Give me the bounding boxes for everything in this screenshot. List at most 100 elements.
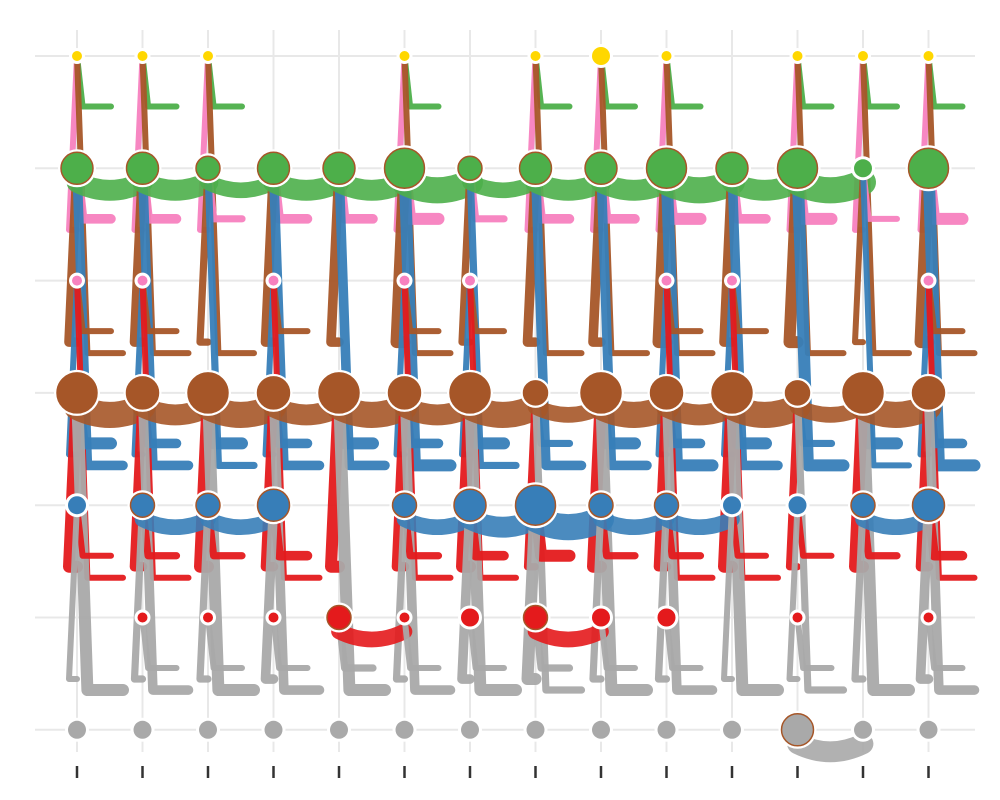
point-row5-x14 — [923, 275, 934, 286]
point-row7-x3 — [203, 51, 213, 61]
point-row2-x9 — [592, 608, 610, 627]
point-row4-x8 — [522, 380, 549, 406]
transition-link — [663, 614, 704, 672]
point-row3-x7 — [453, 488, 487, 522]
point-row2-x2 — [137, 612, 148, 623]
transition-link — [139, 614, 180, 672]
point-row6-x13 — [854, 159, 872, 178]
transition-link — [334, 163, 390, 471]
point-row4-x14 — [911, 376, 946, 410]
point-row4-x2 — [125, 376, 160, 410]
transition-link — [398, 162, 457, 472]
point-row3-x2 — [129, 492, 156, 518]
transition-link — [71, 386, 129, 697]
transition-link — [721, 502, 735, 683]
point-row4-x13 — [842, 372, 884, 414]
point-row4-x12 — [784, 380, 811, 406]
transition-link — [589, 501, 605, 683]
point-row3-x14 — [911, 488, 946, 522]
point-row6-x2 — [125, 151, 160, 186]
transition-link — [852, 165, 866, 346]
transition-link — [72, 163, 128, 471]
point-row4-x1 — [56, 372, 98, 414]
point-row6-x1 — [60, 151, 94, 186]
point-row5-x2 — [137, 275, 148, 286]
transition-link — [392, 501, 409, 683]
transition-link — [457, 500, 475, 684]
point-row1-x2 — [133, 720, 152, 739]
point-row1-x6 — [395, 720, 414, 739]
point-row4-x11 — [711, 372, 753, 414]
point-row3-x6 — [391, 492, 418, 518]
transition-link — [130, 501, 147, 683]
point-row2-x8 — [522, 604, 549, 631]
point-row6-x3 — [195, 155, 221, 182]
point-row1-x14 — [919, 720, 938, 739]
point-row4-x5 — [318, 372, 360, 414]
point-row1-x12 — [780, 713, 815, 747]
grid-lines — [35, 30, 975, 752]
transition-link — [205, 614, 245, 672]
point-row3-x9 — [588, 492, 614, 518]
transition-link — [727, 163, 783, 471]
row-band — [593, 511, 675, 535]
point-row5-x7 — [465, 275, 475, 286]
point-row1-x10 — [657, 720, 676, 739]
transition-link — [66, 502, 80, 683]
transition-link — [660, 162, 719, 472]
point-row2-x4 — [268, 612, 279, 623]
point-row1-x1 — [68, 720, 86, 739]
point-row3-x11 — [723, 496, 741, 515]
point-row1-x8 — [526, 720, 545, 739]
point-row2-x12 — [792, 612, 803, 623]
transition-link — [467, 614, 507, 672]
point-row7-x12 — [792, 51, 803, 61]
transition-link — [466, 164, 520, 470]
point-row2-x6 — [399, 612, 410, 623]
row-band — [527, 623, 609, 648]
point-row4-x6 — [387, 376, 422, 410]
transition-link — [851, 501, 867, 683]
point-row5-x6 — [399, 275, 410, 286]
point-row6-x9 — [584, 151, 618, 186]
transition-link — [794, 53, 835, 110]
transition-link — [915, 500, 934, 684]
transition-link — [598, 614, 638, 672]
point-row1-x3 — [199, 720, 217, 739]
transition-link — [268, 163, 325, 471]
point-row6-x10 — [645, 147, 688, 190]
point-row6-x12 — [776, 147, 819, 190]
point-row5-x4 — [268, 275, 279, 286]
point-row7-x10 — [661, 51, 672, 61]
point-row1-x7 — [461, 720, 479, 739]
point-row3-x13 — [850, 492, 876, 518]
point-row1-x11 — [723, 720, 741, 739]
transition-link — [270, 614, 311, 672]
transition-link — [260, 500, 279, 684]
point-row4-x9 — [580, 372, 622, 414]
x-axis-ticks — [75, 766, 930, 778]
point-row6-x11 — [715, 151, 749, 186]
point-row4-x3 — [187, 372, 229, 414]
transition-link — [860, 53, 900, 110]
point-row7-x8 — [530, 51, 541, 61]
transition-link — [925, 53, 966, 110]
transition-link — [726, 386, 784, 697]
point-row2-x3 — [203, 612, 213, 623]
row-band — [134, 511, 216, 535]
point-row6-x8 — [518, 151, 553, 186]
point-row4-x4 — [256, 376, 291, 410]
transition-link — [786, 502, 801, 683]
row-band — [658, 511, 740, 535]
point-row2-x5 — [326, 604, 352, 631]
point-row2-x10 — [657, 608, 676, 627]
point-row6-x14 — [907, 147, 950, 190]
transition-link — [794, 614, 835, 672]
point-row5-x10 — [661, 275, 672, 286]
point-row5-x11 — [727, 275, 737, 286]
transition-link — [793, 389, 848, 694]
point-row7-x2 — [137, 51, 148, 61]
transition-link — [530, 163, 587, 471]
transition-link — [137, 163, 194, 471]
transition-link — [204, 164, 258, 470]
